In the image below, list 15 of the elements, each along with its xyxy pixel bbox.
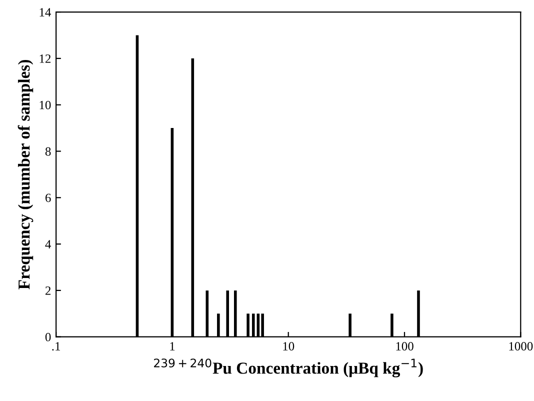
- y-tick-label: 10: [40, 100, 51, 110]
- x-tick-label: 100: [396, 342, 414, 350]
- x-tick-label: 10: [283, 342, 294, 350]
- x-tick-label: .1: [52, 342, 60, 351]
- x-tick-label: 1: [170, 342, 175, 350]
- y-axis-title: Frequency (mumber of samples): [18, 60, 34, 290]
- y-tick-label: 4: [45, 240, 52, 248]
- x-axis-title: $^{239+240}$Pu Concentration (μBq kg$^{−1}$): [154, 358, 423, 378]
- y-tick-label: 6: [45, 194, 51, 202]
- y-tick-label: 8: [45, 147, 51, 156]
- x-tick-label: 1000: [509, 342, 533, 350]
- y-tick-label: 2: [46, 286, 51, 295]
- y-tick-label: 12: [40, 54, 51, 63]
- y-tick-label: 14: [40, 8, 52, 16]
- y-tick-label: 0: [45, 332, 51, 342]
